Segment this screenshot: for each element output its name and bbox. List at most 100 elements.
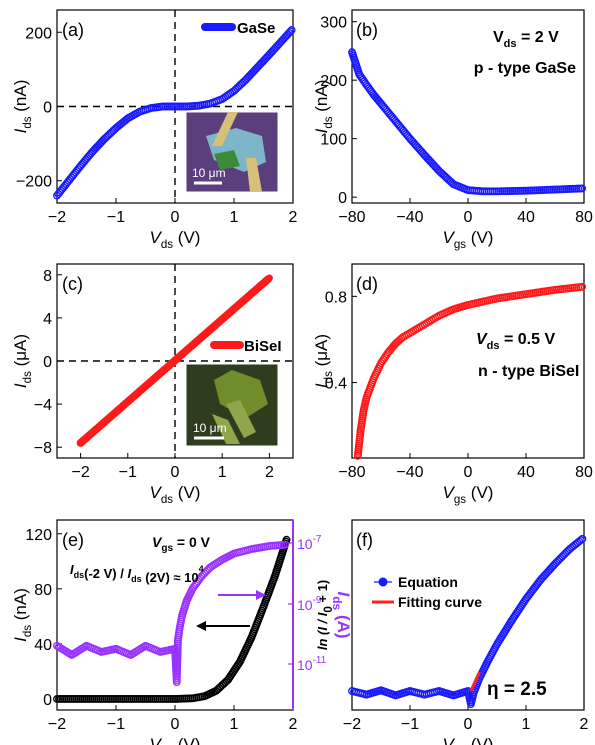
- x-tick-label: 80: [575, 209, 593, 226]
- x-axis-title-unit: (V): [173, 483, 200, 502]
- series-linear: [53, 535, 291, 703]
- x-tick-label: −1: [107, 209, 125, 226]
- inset-micrograph: 10 μm: [185, 111, 279, 193]
- x-axis-title: Vds (V): [443, 735, 494, 745]
- y-tick-label: 120: [25, 527, 52, 544]
- x-tick-label: 40: [517, 209, 535, 226]
- x-axis-title-sub: gs: [454, 239, 466, 251]
- data-point: [262, 276, 271, 285]
- x-axis-title-unit: (V): [466, 228, 493, 247]
- annotation-ratio: Ids(-2 V) / Ids (2V) ≈ 104: [70, 562, 204, 585]
- y-tick-label: 0: [43, 100, 52, 117]
- right-tick-label: 10-9: [297, 595, 322, 613]
- x-tick-label: −80: [338, 209, 365, 226]
- x-tick-label: 2: [265, 464, 274, 481]
- x-axis-title-main: V: [150, 228, 163, 247]
- x-axis-title-sub: ds: [161, 239, 173, 251]
- series-Fitting curve: [469, 671, 481, 692]
- panel-a: −2 −1 0 1 2 −200 0 200 Vds (V) Ids (nA) (a) GaSe 10 …: [11, 9, 298, 251]
- ann-part: I: [70, 562, 74, 577]
- y-tick-label: 200: [25, 25, 52, 42]
- x-axis-title-unit: (V): [173, 228, 200, 247]
- y-tick-label: 40: [34, 637, 52, 654]
- data-point: [578, 184, 587, 193]
- y-axis-title-main: I: [312, 383, 331, 388]
- y-axis-title-main: ln (I / I: [315, 612, 330, 650]
- series-GaSe: [53, 26, 296, 200]
- x-tick-label: 40: [517, 464, 535, 481]
- y-axis-title-unit: (nA): [11, 80, 30, 117]
- y-axis-title: Ids (μA): [11, 334, 34, 388]
- annotation-eta: η = 2.5: [487, 679, 547, 700]
- ann-part: (2V) ≈ 10: [142, 570, 199, 585]
- ann-part: ds: [74, 570, 85, 580]
- panel-letter: (b): [356, 20, 378, 40]
- y-axis-title-sub: ds: [22, 371, 34, 383]
- x-tick-label: −80: [338, 464, 365, 481]
- panel-letter: (c): [62, 274, 83, 294]
- y-tick-label: 100: [320, 132, 347, 149]
- tick-exp: -7: [313, 534, 322, 545]
- x-axis-title-unit: (V): [466, 483, 493, 502]
- electrode: [246, 158, 262, 192]
- electrode: [212, 414, 240, 444]
- x-tick-label: −40: [396, 209, 423, 226]
- x-axis-title-sub: ds: [161, 494, 173, 506]
- tick-base: 10: [297, 536, 313, 552]
- ann-rest: = 2 V: [517, 29, 560, 46]
- legend-label: GaSe: [237, 20, 275, 37]
- y-tick-label: 4: [43, 311, 52, 328]
- ann-sub: gs: [161, 543, 173, 554]
- y-tick-label: 0.8: [325, 289, 347, 306]
- y-axis-title-main: I: [312, 128, 331, 133]
- y-axis-title-sub: ds: [323, 116, 335, 128]
- y-axis-title-unit: (μA): [312, 334, 331, 371]
- panel-e: −2−101204080120Vds (V)Ids (nA)(e)10-710-…: [11, 519, 353, 745]
- x-axis-title-main: V: [443, 483, 456, 502]
- ann-main: V: [493, 29, 504, 46]
- x-axis-title-unit: (V): [173, 735, 200, 745]
- x-tick-label: 0: [464, 464, 473, 481]
- y-tick-label: 80: [34, 582, 52, 599]
- x-tick-label: 1: [230, 209, 239, 226]
- x-tick-label: −2: [48, 716, 66, 733]
- y-axis-title-sub: ds: [22, 625, 34, 637]
- x-axis-title-main: V: [150, 483, 163, 502]
- fit-line: [469, 671, 481, 692]
- y-axis-title-unit: (μA): [11, 334, 30, 371]
- panel-b: −80 −40 0 40 80 0 100 200 300 Vgs (V) Ids (nA) (b) V…: [312, 9, 593, 251]
- y-axis-title: Ids (nA): [11, 588, 34, 642]
- y-axis-title-main: I: [11, 637, 30, 642]
- ann-part: ds: [131, 574, 142, 584]
- series-data: [353, 282, 587, 460]
- ann-sub: ds: [504, 38, 517, 50]
- electrode: [226, 400, 256, 438]
- legend: Equation Fitting curve: [372, 574, 482, 610]
- inset-micrograph: 10 μm: [185, 363, 279, 447]
- annotation-vgs: Vgs = 0 V: [152, 534, 211, 554]
- data-point: [578, 534, 587, 543]
- y-axis-title-sub: ds: [22, 116, 34, 128]
- ann-rest: = 0 V: [173, 534, 211, 550]
- scale-bar-label: 10 μm: [193, 421, 227, 435]
- x-axis-title-unit: (V): [466, 735, 493, 745]
- series-Equation: [348, 534, 587, 709]
- y-tick-label: −4: [34, 397, 52, 414]
- y-axis-title-unit: (nA): [11, 588, 30, 625]
- x-tick-label: 1: [522, 716, 531, 733]
- annotation-vds: Vds = 2 V: [493, 29, 559, 50]
- x-tick-label: 0: [171, 209, 180, 226]
- ann-main: V: [152, 534, 163, 550]
- ann-part: 4: [199, 564, 204, 574]
- x-axis-title: Vds (V): [150, 228, 201, 251]
- tick-exp: -9: [313, 595, 322, 606]
- y-axis-title-main: I: [11, 383, 30, 388]
- y-axis-title-unit: (nA): [312, 80, 331, 117]
- y-tick-label: 300: [320, 15, 347, 32]
- x-tick-label: −2: [71, 464, 89, 481]
- panel-letter: (e): [62, 530, 84, 550]
- x-axis-title-sub: gs: [454, 494, 466, 506]
- x-tick-label: 1: [218, 464, 227, 481]
- data-point: [578, 282, 587, 291]
- electrode: [212, 112, 238, 146]
